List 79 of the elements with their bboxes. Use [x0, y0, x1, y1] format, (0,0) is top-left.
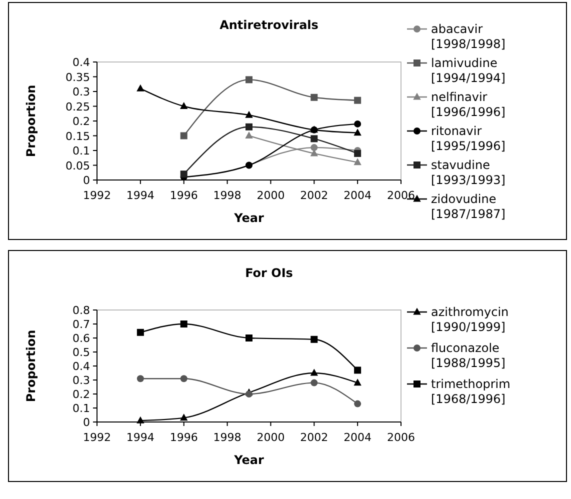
y-tick-label: 0.25 — [66, 100, 90, 114]
legend-label: ritonavir [1995/1996] — [431, 124, 506, 153]
y-tick-label: 0.4 — [72, 56, 90, 69]
point — [246, 334, 252, 342]
point — [354, 150, 362, 157]
x-tick-label: 2000 — [256, 431, 285, 444]
x-tick-label: 1998 — [213, 431, 242, 444]
y-tick-label: 0.6 — [72, 332, 90, 345]
x-tick-label: 2004 — [344, 431, 372, 444]
y-axis-title: Proportion — [24, 84, 38, 158]
point — [310, 135, 318, 142]
legend-label: abacavir [1998/1998] — [431, 22, 506, 51]
point — [354, 400, 362, 408]
x-tick-label: 2002 — [300, 431, 328, 444]
point — [180, 375, 188, 382]
point — [246, 390, 252, 398]
x-tick-label: 2006 — [387, 431, 415, 444]
x-tick-label: 1996 — [170, 431, 198, 444]
x-axis-title: Year — [233, 211, 264, 225]
point — [310, 336, 318, 343]
legend-label: trimethoprim [1968/1996] — [431, 377, 510, 406]
x-tick-label: 1994 — [126, 431, 154, 444]
x-tick-label: 1992 — [83, 189, 111, 202]
x-tick-label: 2004 — [344, 189, 372, 202]
y-tick-label: 0.5 — [72, 346, 90, 359]
point — [180, 170, 188, 178]
legend-label: lamivudine [1994/1994] — [431, 56, 506, 85]
point — [245, 110, 253, 118]
y-tick-label: 0.3 — [72, 374, 90, 387]
chart-title: Antiretrovirals — [220, 18, 318, 32]
point — [354, 96, 362, 104]
y-tick-label: 0.4 — [72, 360, 90, 373]
legend-label: stavudine [1993/1993] — [431, 158, 506, 187]
y-tick-label: 0.2 — [72, 115, 90, 128]
y-tick-label: 0.3 — [72, 86, 90, 98]
point — [354, 128, 362, 136]
chart-title: For OIs — [245, 266, 293, 280]
legend-label: fluconazole [1988/1995] — [431, 341, 506, 370]
point — [180, 320, 188, 328]
point — [246, 123, 252, 130]
y-tick-label: 0.05 — [66, 159, 90, 172]
point — [136, 375, 144, 382]
x-tick-label: 2000 — [256, 189, 285, 202]
x-tick-label: 1998 — [213, 189, 242, 202]
y-tick-label: 0.8 — [72, 304, 90, 317]
y-tick-label: 0.2 — [72, 388, 90, 401]
legend-label: zidovudine [1987/1987] — [431, 192, 506, 221]
point — [354, 120, 362, 128]
x-tick-label: 1992 — [83, 431, 111, 444]
legend-label: azithromycin [1990/1999] — [431, 305, 509, 334]
point — [136, 84, 144, 92]
y-tick-label: 0 — [83, 416, 90, 429]
point — [310, 379, 318, 386]
x-tick-label: 1996 — [170, 189, 198, 202]
point — [180, 102, 188, 110]
point — [310, 368, 318, 376]
y-tick-label: 0.1 — [72, 402, 90, 415]
point — [136, 328, 144, 336]
y-tick-label: 0.1 — [72, 144, 90, 158]
point — [136, 416, 144, 424]
point — [245, 132, 253, 139]
point — [310, 94, 318, 101]
y-tick-label: 0.7 — [72, 318, 90, 331]
x-axis-title: Year — [233, 453, 264, 467]
y-tick-label: 0.35 — [66, 70, 90, 84]
y-axis-title: Proportion — [24, 330, 38, 402]
point — [310, 144, 318, 152]
legend-label: nelfinavir [1996/1996] — [431, 90, 506, 119]
point — [354, 366, 362, 374]
y-tick-label: 0.15 — [66, 130, 90, 143]
point — [354, 158, 362, 166]
x-tick-label: 2002 — [300, 189, 328, 202]
x-tick-label: 1994 — [126, 189, 154, 202]
point — [246, 76, 252, 84]
point — [180, 132, 188, 140]
y-tick-label: 0 — [83, 174, 90, 187]
x-tick-label: 2006 — [387, 189, 415, 202]
point — [180, 414, 188, 421]
point — [354, 378, 362, 386]
